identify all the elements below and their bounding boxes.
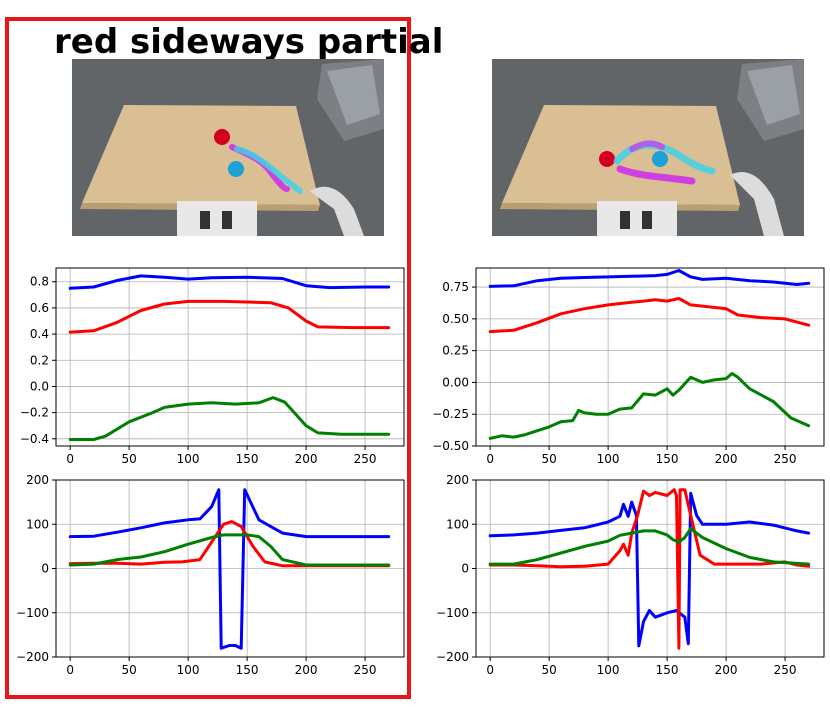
y-tick-label: 0	[461, 562, 469, 576]
x-tick-label: 150	[656, 663, 679, 677]
x-tick-label: 100	[177, 663, 200, 677]
chart-left-bottom: 0 50 100 150 200 250 −200 −100 0 100 200	[16, 473, 405, 677]
x-tick-label: 100	[177, 452, 200, 466]
y-tick-label: 0.6	[30, 301, 49, 315]
y-tick-label: −0.4	[20, 432, 49, 446]
series-line-green	[68, 533, 391, 567]
y-tick-label: 0.75	[442, 280, 469, 294]
y-tick-label: 0.4	[30, 327, 49, 341]
x-tick-label: 50	[121, 452, 136, 466]
x-tick-label: 100	[597, 452, 620, 466]
plot-frame	[475, 267, 825, 447]
y-tick-label: −0.50	[432, 439, 469, 453]
series-line-red	[488, 488, 811, 650]
series-line-blue	[488, 269, 811, 288]
x-tick-label: 250	[354, 452, 377, 466]
y-tick-label: 200	[446, 473, 469, 487]
x-tick-label: 50	[121, 663, 136, 677]
series-line-blue	[68, 488, 391, 650]
y-tick-label: 100	[26, 517, 49, 531]
y-tick-label: −100	[16, 606, 49, 620]
x-tick-label: 50	[541, 452, 556, 466]
y-tick-label: −100	[436, 606, 469, 620]
panel-title: red sideways partial	[54, 22, 444, 62]
x-tick-label: 200	[715, 663, 738, 677]
y-tick-label: 0.0	[30, 379, 49, 393]
plot-frame	[55, 267, 405, 447]
y-tick-label: −200	[16, 650, 49, 664]
series-line-green	[488, 527, 811, 566]
y-tick-label: 0.00	[442, 375, 469, 389]
x-tick-label: 250	[354, 663, 377, 677]
scene-photo-left	[72, 59, 384, 236]
y-tick-label: 200	[26, 473, 49, 487]
chart-right-top: 0 50 100 150 200 250 −0.50 −0.25 0.00 0.25 0.50 0.7…	[432, 267, 825, 466]
series-line-blue	[488, 491, 811, 648]
y-tick-label: 0	[41, 562, 49, 576]
x-tick-label: 200	[295, 452, 318, 466]
x-tick-label: 250	[774, 663, 797, 677]
highlight-frame	[5, 17, 411, 699]
chart-right-bottom: 0 50 100 150 200 250 −200 −100 0 100 200	[436, 473, 825, 677]
x-tick-label: 150	[236, 452, 259, 466]
series-line-red	[68, 299, 391, 334]
x-tick-label: 100	[597, 663, 620, 677]
x-tick-label: 0	[486, 452, 494, 466]
y-tick-label: −0.2	[20, 406, 49, 420]
series-line-red	[488, 297, 811, 334]
y-tick-label: 100	[446, 517, 469, 531]
x-tick-label: 0	[486, 663, 494, 677]
series-line-green	[68, 396, 391, 441]
y-tick-label: −0.25	[432, 407, 469, 421]
x-tick-label: 200	[295, 663, 318, 677]
x-tick-label: 0	[66, 452, 74, 466]
x-tick-label: 250	[774, 452, 797, 466]
chart-left-top: 0 50 100 150 200 250 −0.4 −0.2 0.0 0.2 0.4 0.6 0.8	[20, 267, 405, 466]
x-tick-label: 0	[66, 663, 74, 677]
scene-photo-right	[492, 59, 804, 236]
series-line-green	[488, 372, 811, 440]
x-tick-label: 150	[656, 452, 679, 466]
series-line-red	[68, 520, 391, 568]
x-tick-label: 50	[541, 663, 556, 677]
series-line-blue	[68, 274, 391, 290]
x-tick-label: 150	[236, 663, 259, 677]
y-tick-label: 0.50	[442, 312, 469, 326]
y-tick-label: 0.25	[442, 344, 469, 358]
y-tick-label: −200	[436, 650, 469, 664]
x-tick-label: 200	[715, 452, 738, 466]
y-tick-label: 0.8	[30, 275, 49, 289]
y-tick-label: 0.2	[30, 353, 49, 367]
